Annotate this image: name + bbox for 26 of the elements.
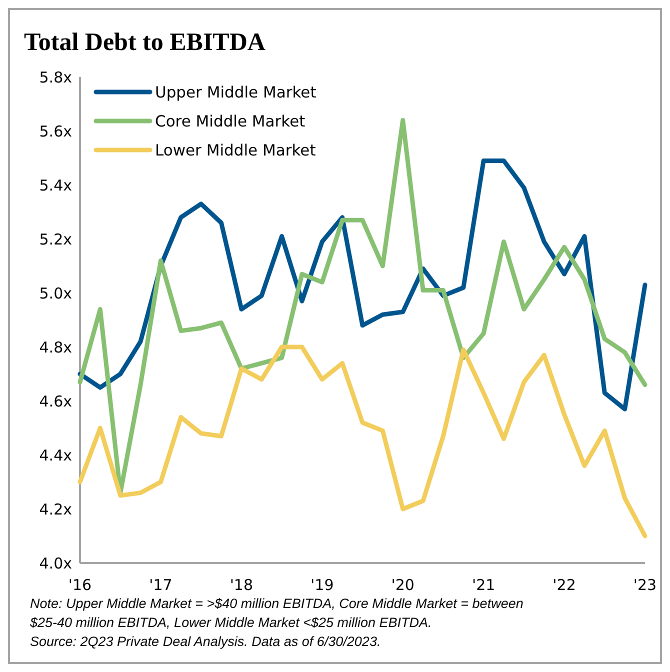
x-tick-label: '23	[633, 576, 657, 594]
y-tick-label: 5.8x	[39, 68, 72, 86]
source-note: Source: 2Q23 Private Deal Analysis. Data as of 6/30/2023.	[30, 634, 381, 649]
x-tick-label: '19	[310, 576, 334, 594]
y-tick-label: 5.2x	[39, 230, 72, 248]
legend-label: Core Middle Market	[155, 112, 306, 130]
y-tick-label: 4.2x	[39, 500, 72, 518]
y-tick-label: 4.8x	[39, 338, 72, 356]
legend-label: Lower Middle Market	[155, 141, 316, 160]
x-tick-label: '22	[552, 576, 576, 594]
x-tick-label: '17	[149, 576, 172, 594]
y-tick-label: 5.4x	[39, 176, 72, 194]
line-series	[78, 158, 648, 412]
chart-title: Total Debt to EBITDA	[24, 29, 266, 56]
line-series	[78, 344, 648, 538]
x-tick-label: '20	[391, 576, 414, 594]
x-tick-label: '18	[230, 576, 254, 594]
y-tick-label: 4.6x	[39, 392, 72, 410]
y-tick-label: 4.4x	[39, 446, 72, 464]
x-tick-label: '16	[68, 576, 92, 594]
x-tick-label: '21	[472, 576, 496, 594]
text: Note: Upper Middle Market = >$40 million EBITDA, Core Middle Market = between $25-40 million EBITDA, Lower Middle Market <$25 million EBITDA.	[29, 596, 524, 630]
legend-label: Upper Middle Market	[155, 83, 316, 102]
y-tick-label: 5.6x	[39, 122, 72, 140]
y-tick-label: 4.0x	[39, 554, 72, 572]
y-tick-label: 5.0x	[39, 284, 72, 302]
